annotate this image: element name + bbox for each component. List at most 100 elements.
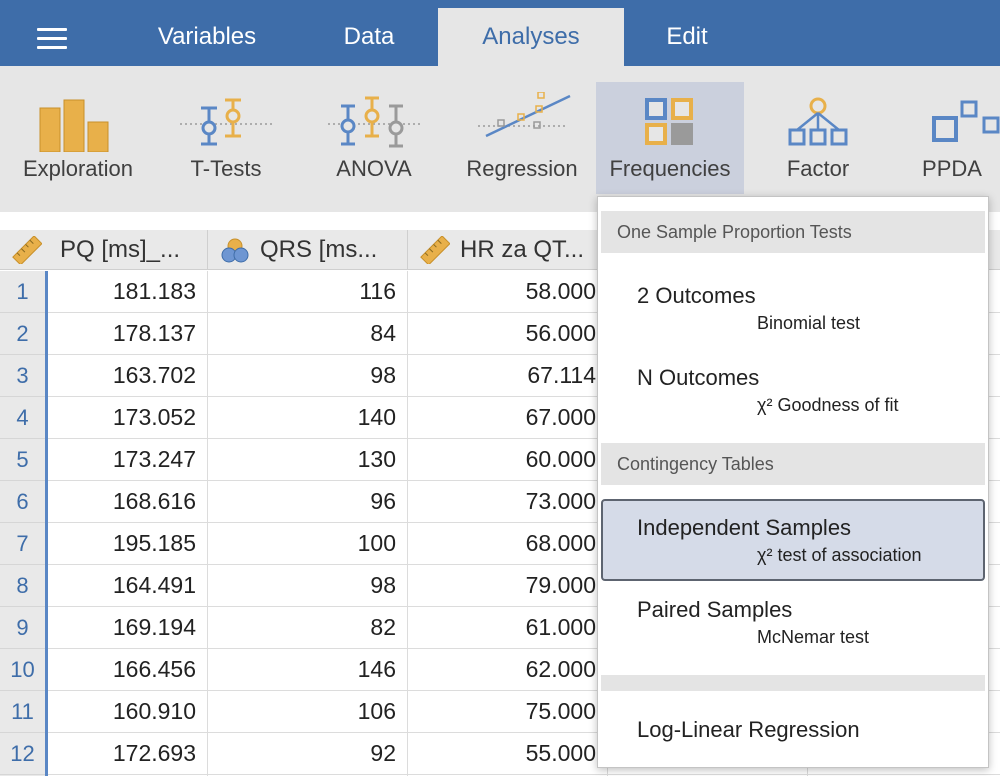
row-number-column — [0, 271, 48, 776]
row-number[interactable]: 3 — [0, 355, 45, 397]
tab-analyses[interactable]: Analyses — [438, 8, 624, 66]
table-cell[interactable]: 168.616 — [112, 488, 196, 514]
anova-label: ANOVA — [336, 156, 412, 181]
column-divider — [407, 271, 408, 776]
table-cell[interactable]: 75.000 — [525, 698, 596, 724]
independent-samples-subtitle: χ² test of association — [757, 545, 922, 565]
regression-button[interactable]: Regression — [448, 82, 596, 194]
row-number[interactable]: 1 — [0, 271, 45, 313]
ppda-icon — [932, 100, 1000, 142]
table-cell[interactable]: 68.000 — [525, 530, 596, 556]
row-divider — [48, 480, 1000, 481]
table-cell[interactable]: 84 — [370, 320, 396, 346]
table-cell[interactable]: 172.693 — [112, 740, 196, 766]
table-cell[interactable]: 173.052 — [112, 404, 196, 430]
table-cell[interactable]: 146 — [357, 656, 396, 682]
table-cell[interactable]: 98 — [370, 362, 396, 388]
row-divider — [48, 606, 1000, 607]
t-tests-button[interactable]: T-Tests — [152, 82, 300, 194]
factor-icon — [788, 97, 848, 146]
table-cell[interactable]: 67.114 — [527, 362, 596, 388]
n-outcomes-title: N Outcomes — [637, 365, 760, 390]
factor-button[interactable]: Factor — [744, 82, 892, 194]
table-cell[interactable]: 160.910 — [112, 698, 196, 724]
n-outcomes-item[interactable]: N Outcomes χ² Goodness of fit — [601, 361, 985, 421]
exploration-icon — [39, 99, 109, 152]
table-cell[interactable]: 195.185 — [112, 530, 196, 556]
table-cell[interactable]: 163.702 — [112, 362, 196, 388]
table-cell[interactable]: 100 — [357, 530, 396, 556]
table-cell[interactable]: 60.000 — [525, 446, 596, 472]
table-cell[interactable]: 62.000 — [525, 656, 596, 682]
table-cell[interactable]: 166.456 — [112, 656, 196, 682]
column-header-pq-label: PQ [ms]_... — [60, 236, 181, 263]
tab-data[interactable]: Data — [343, 23, 395, 50]
independent-samples-item[interactable]: Independent Samples χ² test of associati… — [601, 499, 985, 581]
table-cell[interactable]: 173.247 — [112, 446, 196, 472]
paired-samples-item[interactable]: Paired Samples McNemar test — [601, 593, 985, 653]
table-cell[interactable]: 130 — [357, 446, 396, 472]
hamburger-menu-icon[interactable] — [37, 28, 67, 50]
independent-samples-title: Independent Samples — [637, 515, 852, 540]
table-cell[interactable]: 169.194 — [112, 614, 196, 640]
row-number[interactable]: 11 — [0, 691, 45, 733]
row-divider — [48, 564, 1000, 565]
nominal-circles-icon — [221, 238, 249, 263]
tab-edit[interactable]: Edit — [666, 23, 708, 50]
row-number[interactable]: 4 — [0, 397, 45, 439]
row-divider — [48, 774, 1000, 775]
ruler-icon — [420, 236, 450, 264]
ruler-icon — [12, 236, 42, 264]
regression-icon — [478, 92, 571, 138]
row-number[interactable]: 5 — [0, 439, 45, 481]
row-divider — [48, 522, 1000, 523]
row-number[interactable]: 12 — [0, 733, 45, 775]
row-divider — [48, 690, 1000, 691]
t-tests-label: T-Tests — [190, 156, 262, 181]
log-linear-regression-title: Log-Linear Regression — [637, 717, 860, 742]
table-cell[interactable]: 73.000 — [525, 488, 596, 514]
table-cell[interactable]: 79.000 — [525, 572, 596, 598]
anova-button[interactable]: ANOVA — [300, 82, 448, 194]
table-cell[interactable]: 92 — [370, 740, 396, 766]
section-one-sample-proportion: One Sample Proportion Tests — [601, 211, 985, 253]
table-cell[interactable]: 82 — [370, 614, 396, 640]
table-cell[interactable]: 55.000 — [525, 740, 596, 766]
frequencies-button[interactable]: Frequencies — [596, 82, 744, 194]
t-tests-icon — [180, 98, 272, 146]
row-number[interactable]: 2 — [0, 313, 45, 355]
exploration-button[interactable]: Exploration — [4, 82, 152, 194]
table-cell[interactable]: 98 — [370, 572, 396, 598]
column-header-pq[interactable]: PQ [ms]_... — [0, 230, 208, 270]
factor-label: Factor — [786, 156, 850, 181]
row-number[interactable]: 6 — [0, 481, 45, 523]
table-cell[interactable]: 67.000 — [525, 404, 596, 430]
table-cell[interactable]: 58.000 — [525, 278, 596, 304]
table-cell[interactable]: 178.137 — [112, 320, 196, 346]
row-number[interactable]: 9 — [0, 607, 45, 649]
row-number[interactable]: 7 — [0, 523, 45, 565]
column-header-qrs[interactable]: QRS [ms... — [208, 230, 408, 270]
regression-label: Regression — [466, 156, 578, 181]
column-header-hr[interactable]: HR za QT... — [408, 230, 608, 270]
log-linear-regression-item[interactable]: Log-Linear Regression — [601, 713, 985, 753]
table-cell[interactable]: 181.183 — [112, 278, 196, 304]
tab-variables[interactable]: Variables — [157, 23, 257, 50]
row-divider — [48, 648, 1000, 649]
frequencies-dropdown: One Sample Proportion Tests 2 Outcomes B… — [597, 196, 989, 768]
table-cell[interactable]: 96 — [370, 488, 396, 514]
column-header-qrs-label: QRS [ms... — [260, 236, 378, 263]
table-cell[interactable]: 140 — [357, 404, 396, 430]
row-number[interactable]: 8 — [0, 565, 45, 607]
table-cell[interactable]: 61.000 — [525, 614, 596, 640]
row-divider — [48, 438, 1000, 439]
table-cell[interactable]: 116 — [359, 278, 396, 304]
table-cell[interactable]: 56.000 — [525, 320, 596, 346]
row-number[interactable]: 10 — [0, 649, 45, 691]
table-cell[interactable]: 106 — [357, 698, 396, 724]
two-outcomes-item[interactable]: 2 Outcomes Binomial test — [601, 279, 985, 339]
ppda-button[interactable]: PPDA — [892, 82, 1000, 194]
table-cell[interactable]: 164.491 — [112, 572, 196, 598]
column-header-hr-label: HR za QT... — [460, 236, 585, 263]
frequencies-icon — [645, 98, 693, 145]
